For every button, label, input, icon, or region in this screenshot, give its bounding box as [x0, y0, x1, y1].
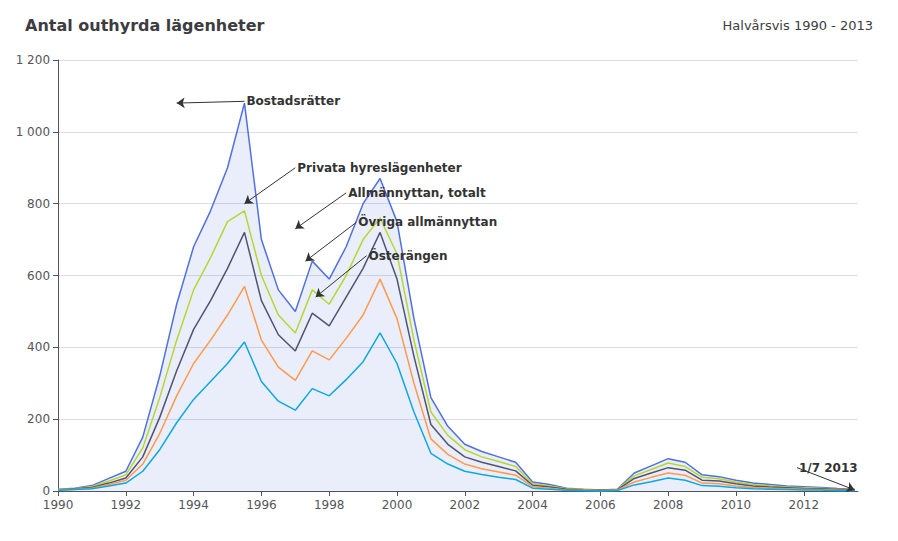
svg-text:2008: 2008: [653, 498, 684, 512]
svg-text:Bostadsrätter: Bostadsrätter: [246, 94, 340, 108]
svg-text:2000: 2000: [382, 498, 413, 512]
svg-text:Privata hyreslägenheter: Privata hyreslägenheter: [297, 161, 461, 175]
svg-text:1992: 1992: [111, 498, 142, 512]
svg-text:600: 600: [27, 269, 50, 283]
svg-text:2010: 2010: [721, 498, 752, 512]
svg-text:1994: 1994: [178, 498, 209, 512]
svg-text:1 000: 1 000: [16, 125, 50, 139]
svg-text:1990: 1990: [43, 498, 74, 512]
svg-text:Allmännyttan, totalt: Allmännyttan, totalt: [348, 186, 486, 200]
svg-text:2006: 2006: [585, 498, 616, 512]
svg-text:1996: 1996: [246, 498, 277, 512]
svg-text:Österängen: Österängen: [368, 248, 447, 263]
svg-text:200: 200: [27, 412, 50, 426]
svg-text:800: 800: [27, 197, 50, 211]
svg-text:1998: 1998: [314, 498, 345, 512]
svg-text:2012: 2012: [788, 498, 819, 512]
svg-text:Antal outhyrda lägenheter: Antal outhyrda lägenheter: [25, 16, 265, 35]
svg-text:2004: 2004: [517, 498, 548, 512]
svg-text:1 200: 1 200: [16, 53, 50, 67]
svg-text:0: 0: [42, 484, 50, 498]
svg-text:400: 400: [27, 340, 50, 354]
svg-text:Övriga allmännyttan: Övriga allmännyttan: [358, 214, 497, 229]
svg-text:2002: 2002: [450, 498, 481, 512]
svg-text:Halvårsvis 1990 - 2013: Halvårsvis 1990 - 2013: [723, 18, 873, 33]
svg-text:1/7 2013: 1/7 2013: [799, 461, 858, 475]
